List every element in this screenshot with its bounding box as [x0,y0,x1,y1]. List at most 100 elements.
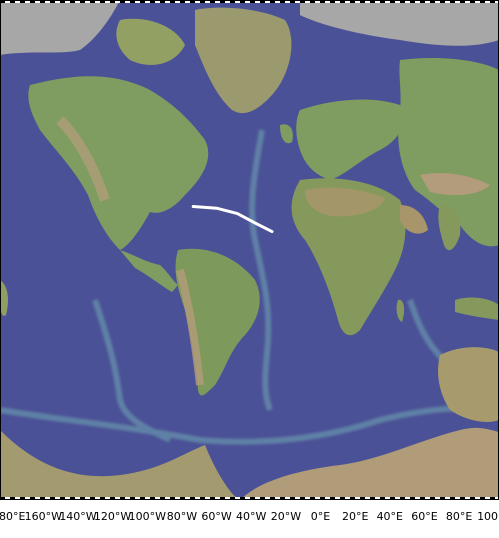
frame-segment [180,497,185,500]
southern-ridge [0,405,499,445]
frame-segment [320,0,325,3]
frame-segment [470,0,475,3]
andes [176,268,204,386]
frame-segment [495,497,499,500]
frame-segment [290,497,295,500]
frame-segment [185,497,190,500]
frame-segment [55,0,60,3]
frame-segment [80,0,85,3]
frame-segment [115,497,120,500]
frame-segment [160,0,165,3]
frame-segment [405,497,410,500]
frame-segment [165,0,170,3]
frame-segment [310,0,315,3]
frame-segment [220,497,225,500]
antarctica [0,430,240,500]
frame-segment [410,497,415,500]
frame-segment [65,0,70,3]
frame-segment [485,0,490,3]
frame-segment [45,497,50,500]
frame-segment [420,497,425,500]
frame-segment [170,0,175,3]
frame-segment [135,497,140,500]
frame-segment [360,497,365,500]
frame-segment [165,497,170,500]
frame-segment [75,497,80,500]
frame-segment [380,497,385,500]
frame-segment [425,497,430,500]
frame-segment [85,497,90,500]
frame-segment [345,0,350,3]
frame-segment [345,497,350,500]
frame-segment [155,497,160,500]
north-america-rockies [56,116,110,202]
frame-segment [80,497,85,500]
frame-segment [60,497,65,500]
frame-segment [275,497,280,500]
frame-segment [235,497,240,500]
longitude-tick-label: 40°W [236,510,266,523]
australia [438,347,499,422]
longitude-tick-label: 180°E [0,510,25,523]
frame-segment [35,0,40,3]
frame-segment [280,497,285,500]
map-frame-top [0,0,499,3]
frame-segment [180,0,185,3]
frame-segment [330,0,335,3]
frame-segment [100,0,105,3]
frame-segment [245,0,250,3]
frame-segment [105,0,110,3]
transatlantic-track[interactable] [191,205,274,234]
frame-segment [460,497,465,500]
frame-segment [125,0,130,3]
africa [291,178,406,336]
arctic-ice-east [300,0,499,46]
frame-segment [190,497,195,500]
frame-segment [140,497,145,500]
frame-segment [170,497,175,500]
central-america [120,250,178,292]
frame-segment [430,0,435,3]
frame-segment [240,497,245,500]
frame-segment [15,0,20,3]
longitude-tick-label: 0°E [311,510,330,523]
map-frame-bottom [0,497,499,500]
frame-segment [195,0,200,3]
frame-segment [465,497,470,500]
frame-segment [195,497,200,500]
frame-segment [410,0,415,3]
frame-segment [375,0,380,3]
frame-segment [255,497,260,500]
frame-segment [130,0,135,3]
frame-segment [25,497,30,500]
frame-segment [225,497,230,500]
frame-segment [325,497,330,500]
frame-segment [110,0,115,3]
himalaya-tibet [420,173,490,196]
frame-segment [280,0,285,3]
frame-segment [140,0,145,3]
frame-segment [355,497,360,500]
longitude-tick-label: 80°E [446,510,472,523]
frame-segment [260,497,265,500]
new-zealand-west [0,280,8,316]
frame-segment [0,0,5,3]
frame-segment [200,0,205,3]
frame-segment [290,0,295,3]
frame-segment [145,0,150,3]
frame-segment [415,497,420,500]
frame-segment [430,497,435,500]
frame-segment [70,497,75,500]
frame-segment [125,497,130,500]
longitude-tick-label: 120°W [94,510,131,523]
asia [398,58,499,247]
frame-segment [35,497,40,500]
frame-segment [215,0,220,3]
frame-segment [450,0,455,3]
frame-segment [305,0,310,3]
frame-segment [425,0,430,3]
frame-segment [275,0,280,3]
frame-segment [395,497,400,500]
frame-segment [30,497,35,500]
